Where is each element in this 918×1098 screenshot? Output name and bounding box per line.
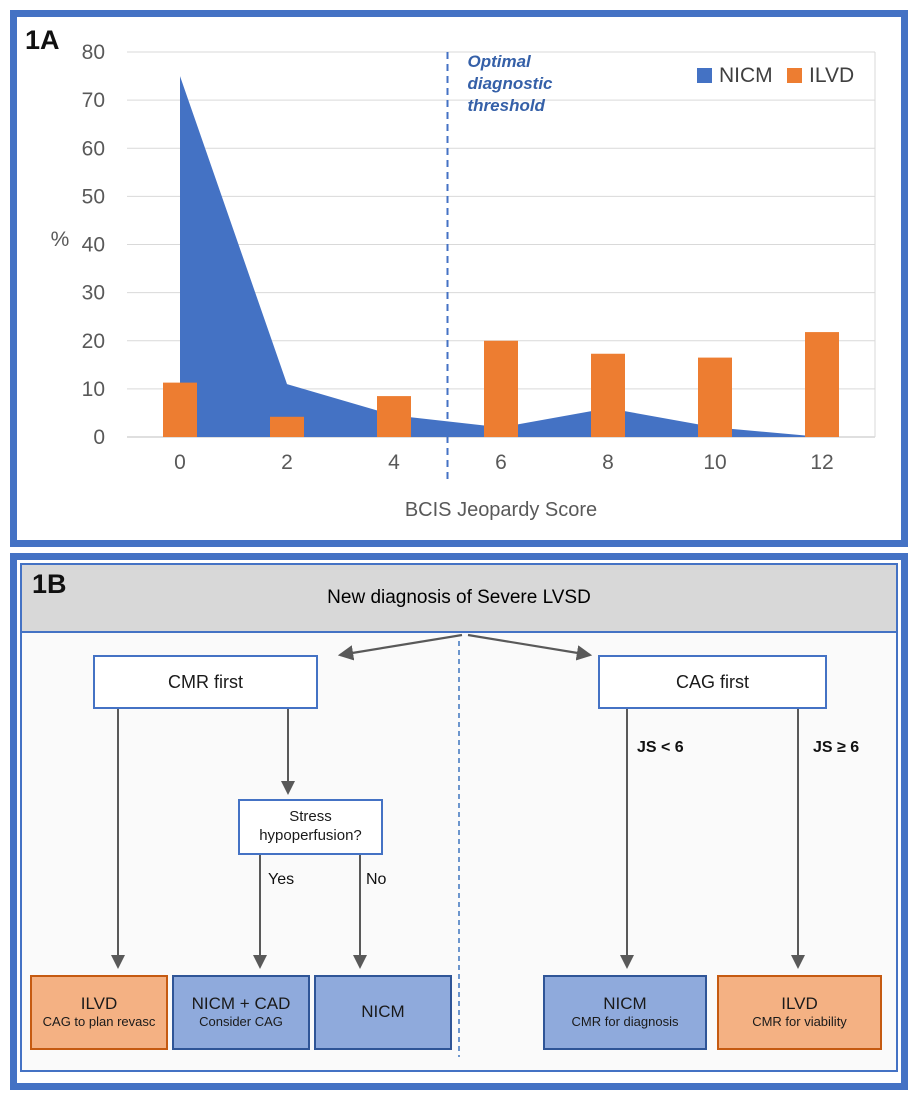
x-axis-title: BCIS Jeopardy Score [405, 499, 597, 521]
area-series-nicm [180, 76, 822, 437]
node-cag-first: CAG first [598, 655, 827, 709]
flowchart-connectors [111, 633, 805, 1057]
node-stress-hypoperfusion: Stress hypoperfusion? [238, 799, 383, 855]
flowchart-title: New diagnosis of Severe LVSD [22, 565, 896, 633]
threshold-annotation-line: threshold [468, 96, 546, 115]
flowchart-frame: 1B New diagnosis of Severe LVSD [20, 563, 898, 1072]
outcome-subtitle: CMR for viability [752, 1014, 847, 1030]
ytick-80: 80 [82, 41, 105, 64]
ytick-50: 50 [82, 185, 105, 208]
outcome-nicm-cmr-diagnosis: NICM CMR for diagnosis [543, 975, 707, 1050]
outcome-ilvd-revasc: ILVD CAG to plan revasc [30, 975, 168, 1050]
xtick-12: 12 [810, 451, 833, 474]
flowchart-body: CMR first CAG first Stress hypoperfusion… [22, 633, 896, 1065]
ytick-0: 0 [93, 426, 105, 449]
edge-label-no: No [366, 871, 387, 888]
xtick-0: 0 [174, 451, 186, 474]
ytick-40: 40 [82, 234, 105, 257]
edge-label-yes: Yes [268, 871, 295, 888]
edge-label-js-geq-6: JS ≥ 6 [813, 739, 860, 756]
panel-1b-label: 1B [32, 569, 67, 599]
panel-1b: 1B New diagnosis of Severe LVSD [10, 553, 908, 1090]
panel-1a: 1A 0 10 20 30 40 50 60 70 80 Optimal diagnostic thr… [10, 10, 908, 547]
chart-area: 1A 0 10 20 30 40 50 60 70 80 Optimal diagnostic thr… [17, 17, 901, 540]
arrow-header-to-cmr [337, 633, 463, 661]
threshold-annotation-line: diagnostic [468, 74, 554, 93]
outcome-nicm: NICM [314, 975, 452, 1050]
xtick-4: 4 [388, 451, 400, 474]
outcome-title: NICM [361, 1002, 405, 1022]
outcome-title: ILVD [80, 993, 118, 1013]
ytick-10: 10 [82, 378, 105, 401]
bar-ilvd-6 [484, 340, 518, 437]
legend-label-nicm: NICM [719, 64, 773, 87]
node-cmr-first: CMR first [93, 655, 318, 709]
outcome-subtitle: CMR for diagnosis [571, 1014, 679, 1030]
bar-ilvd-4 [377, 396, 411, 437]
bar-ilvd-12 [805, 332, 839, 437]
ytick-70: 70 [82, 89, 105, 112]
xtick-2: 2 [281, 451, 293, 474]
bar-ilvd-8 [591, 353, 625, 437]
outcome-ilvd-cmr-viability: ILVD CMR for viability [717, 975, 882, 1050]
legend-swatch-nicm [697, 68, 712, 83]
legend-swatch-ilvd [787, 68, 802, 83]
xtick-6: 6 [495, 451, 507, 474]
bar-ilvd-10 [698, 357, 732, 437]
outcome-nicm-cad: NICM + CAD Consider CAG [172, 975, 310, 1050]
edge-label-js-less-6: JS < 6 [637, 739, 684, 756]
threshold-annotation-line: Optimal [468, 52, 533, 71]
outcome-subtitle: CAG to plan revasc [42, 1014, 156, 1030]
arrow-header-to-cag [467, 633, 593, 661]
legend-label-ilvd: ILVD [809, 64, 854, 87]
outcome-subtitle: Consider CAG [199, 1014, 283, 1030]
ytick-30: 30 [82, 282, 105, 305]
outcome-title: NICM [603, 993, 647, 1013]
bar-ilvd-2 [270, 416, 304, 437]
panel-1a-label: 1A [25, 25, 60, 55]
xtick-8: 8 [602, 451, 614, 474]
y-axis-title: % [51, 228, 70, 251]
ytick-60: 60 [82, 137, 105, 160]
outcome-title: NICM + CAD [191, 993, 291, 1013]
outcome-title: ILVD [781, 993, 818, 1013]
ytick-20: 20 [82, 330, 105, 353]
xtick-10: 10 [703, 451, 726, 474]
bar-ilvd-0 [163, 382, 197, 437]
